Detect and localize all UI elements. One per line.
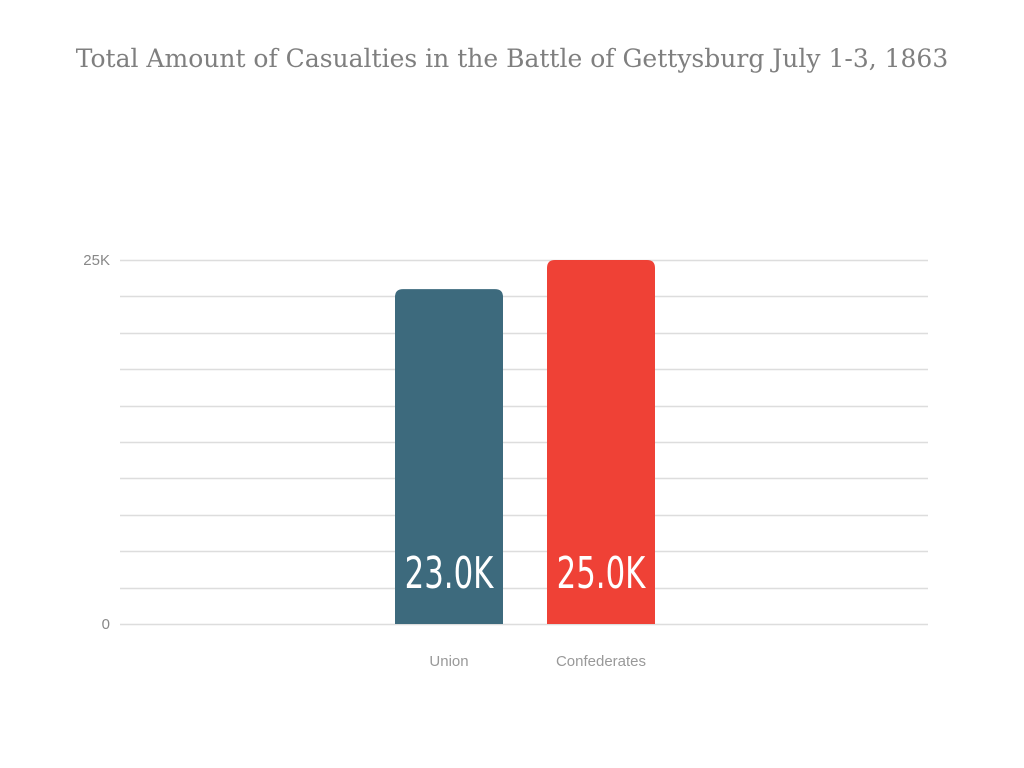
x-tick-label: Confederates: [556, 653, 646, 670]
bars: 23.0K 25.0K: [395, 260, 655, 624]
gridlines: [120, 259, 928, 626]
chart-title: Total Amount of Casualties in the Battle…: [75, 44, 949, 73]
y-tick-label: 0: [102, 616, 110, 633]
x-tick-label: Union: [429, 653, 468, 670]
bar-confederates: [547, 260, 655, 624]
x-axis-labels: Union Confederates: [429, 653, 646, 670]
y-tick-label: 25K: [83, 252, 110, 269]
bar-union: [395, 289, 503, 624]
data-label: 25.0K: [557, 547, 647, 598]
data-label: 23.0K: [405, 547, 495, 598]
y-axis-ticks: 0 25K: [83, 252, 110, 633]
